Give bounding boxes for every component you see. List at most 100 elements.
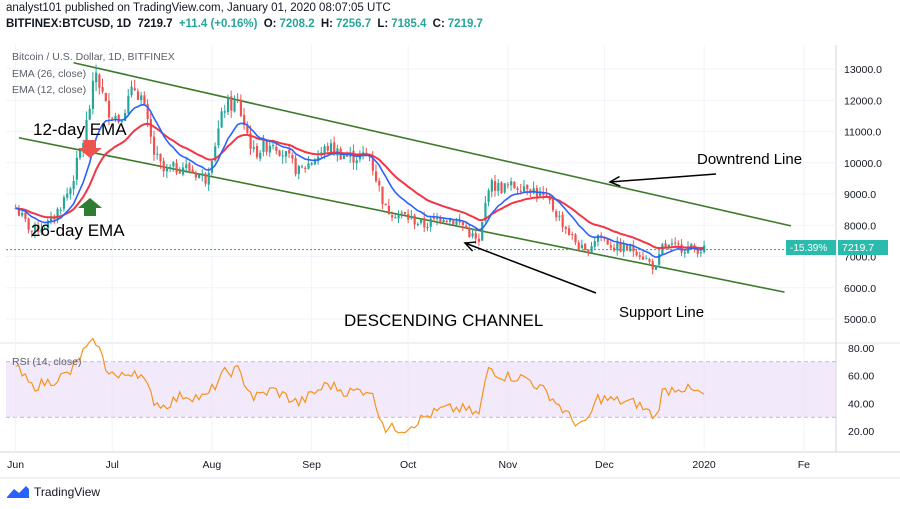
candle-body — [580, 244, 584, 249]
axes: 5000.06000.07000.08000.09000.010000.0110… — [7, 64, 882, 471]
candle-body — [690, 244, 693, 248]
candle-body — [214, 146, 217, 161]
candle-body — [503, 183, 506, 193]
symbol-name[interactable]: BITFINEX:BTCUSD, 1D — [6, 18, 132, 30]
candle-body — [27, 218, 30, 230]
candle-body — [506, 184, 510, 186]
candle-body — [69, 188, 72, 195]
candle-body — [423, 218, 426, 228]
price-tick-label: 9000.0 — [844, 189, 876, 201]
candle-body — [188, 163, 191, 171]
tradingview-logo[interactable]: TradingView — [6, 485, 100, 499]
candle-body — [606, 238, 609, 245]
time-tick-label: 2020 — [692, 459, 716, 471]
candle-body — [490, 179, 493, 192]
candle-body — [616, 242, 619, 251]
candle-body — [165, 167, 169, 172]
candle-body — [455, 221, 458, 225]
candle-body — [101, 87, 104, 92]
close-value: 7219.7 — [447, 18, 483, 30]
candle-body — [239, 99, 243, 117]
candle-body — [66, 193, 69, 198]
candle-body — [30, 230, 33, 232]
candle-body — [355, 160, 358, 164]
candle-body — [98, 74, 101, 88]
candle-body — [374, 171, 378, 182]
candle-body — [574, 234, 577, 243]
candle-body — [294, 158, 297, 175]
time-tick-label: Oct — [400, 459, 416, 471]
symbol-ohlc-bar: BITFINEX:BTCUSD, 1D 7219.7 +11.4 (+0.16%… — [6, 18, 486, 30]
candle-body — [471, 233, 474, 237]
rsi-band — [6, 361, 836, 418]
candle-body — [403, 212, 407, 214]
candle-body — [181, 167, 185, 175]
candle-body — [149, 119, 152, 137]
rsi-line — [15, 337, 705, 434]
candle-body — [442, 219, 445, 223]
annotation-downtrend: Downtrend Line — [697, 151, 802, 168]
candle-body — [169, 166, 172, 169]
candle-body — [342, 155, 345, 159]
time-tick-label: Dec — [595, 459, 614, 471]
candle-body — [641, 256, 645, 260]
candle-body — [539, 192, 542, 196]
high-label: H: — [320, 18, 333, 30]
candle-body — [384, 203, 387, 206]
candle-body — [152, 136, 156, 155]
candle-body — [394, 217, 397, 219]
candle-body — [407, 213, 410, 220]
candle-body — [304, 167, 307, 169]
candle-body — [104, 92, 107, 102]
price-tag-text: 7219.7 — [842, 242, 874, 254]
candle-body — [465, 225, 468, 229]
annotation-ema12: 12-day EMA — [33, 120, 127, 139]
rsi-tick-label: 40.00 — [848, 398, 874, 410]
candle-body — [487, 190, 490, 202]
candle-body — [497, 183, 500, 192]
price-tick-label: 11000.0 — [844, 127, 881, 139]
candle-body — [120, 120, 124, 122]
candle-body — [571, 234, 574, 236]
brand-name: TradingView — [34, 485, 101, 499]
support-arrow-head — [463, 241, 477, 252]
up-marker-icon — [78, 198, 102, 216]
candle-body — [426, 226, 429, 228]
candle-body — [677, 243, 680, 245]
candle-body — [387, 205, 391, 215]
candle-body — [124, 112, 127, 121]
candle-body — [445, 220, 448, 222]
candle-body — [542, 192, 545, 196]
rsi-tick-label: 80.00 — [848, 343, 874, 355]
candle-body — [262, 140, 265, 152]
candle-body — [43, 228, 46, 230]
candle-body — [493, 181, 497, 191]
annotation-arrows — [78, 140, 717, 294]
candle-body — [82, 143, 85, 152]
candle-body — [410, 215, 413, 219]
candle-body — [75, 157, 78, 180]
candle-body — [310, 163, 313, 165]
candle-body — [226, 97, 230, 113]
candle-body — [91, 80, 95, 109]
candle-body — [268, 145, 271, 153]
candle-body — [265, 140, 268, 152]
candle-body — [622, 244, 625, 252]
candle-body — [127, 95, 130, 114]
rsi-label: RSI (14, close) — [12, 356, 81, 368]
candle-body — [133, 88, 136, 91]
tradingview-icon — [7, 486, 29, 498]
candle-body — [326, 146, 329, 151]
candle-body — [223, 111, 226, 113]
candle-body — [220, 111, 223, 128]
candle-body — [654, 265, 658, 270]
candle-body — [230, 96, 233, 111]
candle-body — [593, 241, 596, 247]
candle-body — [432, 217, 436, 219]
candle-body — [577, 242, 580, 249]
candle-body — [670, 243, 674, 245]
price-tick-label: 6000.0 — [844, 283, 876, 295]
downtrend-line[interactable] — [73, 61, 792, 227]
candle-body — [24, 212, 27, 219]
